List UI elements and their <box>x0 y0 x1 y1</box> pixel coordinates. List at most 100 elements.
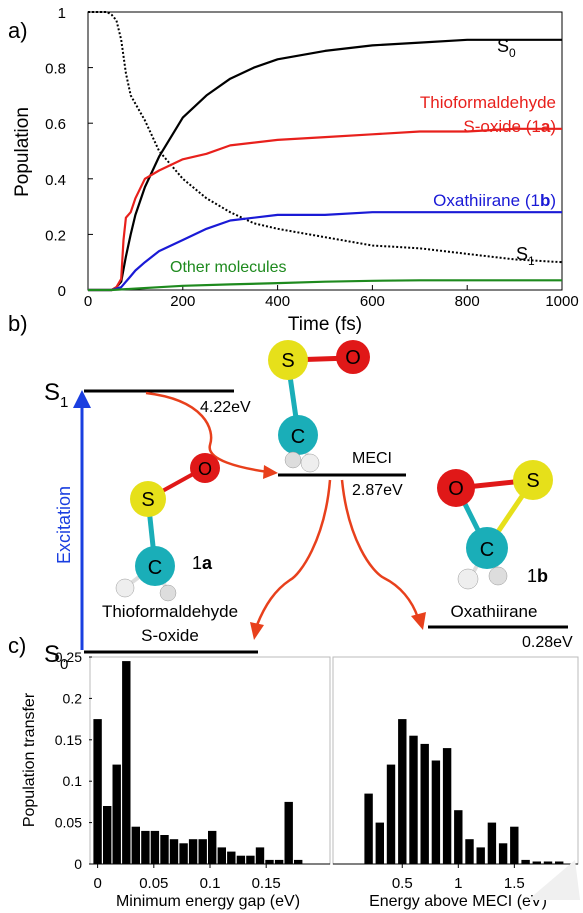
svg-text:O: O <box>448 478 464 500</box>
energy-diagram: S1 S0 4.22eV MECI 2.87eV 0.28eV Excitati… <box>44 340 573 673</box>
x-tick-label: 0.1 <box>200 875 221 892</box>
sulfur-atom <box>513 460 553 500</box>
y-tick-label: 0.25 <box>55 649 82 665</box>
histogram-bar <box>487 822 497 864</box>
series-label-oxathiirane: Oxathiirane (1b) <box>433 191 556 210</box>
histogram-panels: 0 0.05 0.1 0.15 0.2 0.25 0 0.05 0.1 0.15 0.5 1 1.5… <box>21 649 580 910</box>
x-axis-label: Time (fs) <box>288 314 362 335</box>
histogram-bar <box>169 839 179 864</box>
x-tick-label: 200 <box>170 293 195 310</box>
histogram-bar <box>465 839 474 864</box>
watermark-shape <box>528 860 580 900</box>
svg-text:C: C <box>291 426 305 448</box>
histogram-bar <box>93 719 102 864</box>
histogram-bar <box>476 847 485 864</box>
histogram-bar <box>188 839 198 864</box>
series-label-other: Other molecules <box>170 259 287 276</box>
carbon-atom <box>466 527 508 569</box>
s0-label: S0 <box>44 641 68 673</box>
hydrogen-atom <box>284 451 302 469</box>
histogram-bar <box>409 735 418 864</box>
histogram-bar <box>255 847 265 864</box>
histogram-bar <box>386 764 396 864</box>
x-tick-label: 0.15 <box>252 875 281 892</box>
histogram-bar <box>198 839 207 864</box>
relaxation-arrow <box>145 391 269 474</box>
histogram-bar <box>246 855 255 864</box>
histogram-bar <box>150 830 160 864</box>
carbon-atom <box>135 546 175 586</box>
sulfur-atom <box>268 340 308 380</box>
thioformaldehyde-name-1: Thioformaldehyde <box>102 602 238 621</box>
hydrogen-atom <box>300 453 320 473</box>
svg-text:O: O <box>198 459 212 479</box>
histogram-bar <box>112 764 121 864</box>
histogram-bar <box>454 810 463 864</box>
histogram-bar <box>103 806 112 864</box>
svg-text:S: S <box>141 489 154 511</box>
carbon-atom <box>278 415 318 455</box>
histogram-bar <box>398 719 407 864</box>
histogram-bar <box>274 859 284 864</box>
histogram-bar <box>555 861 564 864</box>
svg-text:C: C <box>148 557 162 579</box>
x-tick-label: 0.05 <box>139 875 168 892</box>
histogram-bar <box>265 859 274 864</box>
x-tick-label: 1000 <box>545 293 578 310</box>
histogram-bar <box>442 748 452 864</box>
x-tick-label: 800 <box>455 293 480 310</box>
histogram-bar <box>227 851 236 864</box>
svg-text:O: O <box>345 347 361 369</box>
histogram-bar <box>141 830 150 864</box>
x-tick-label: 1.5 <box>504 875 525 892</box>
oxathiirane-energy: 0.28eV <box>522 634 573 651</box>
histogram-bar <box>364 793 373 864</box>
y-tick-label: 0.2 <box>45 227 66 244</box>
histogram-bar <box>122 661 131 864</box>
excitation-label: Excitation <box>54 486 74 564</box>
c-right-x-axis-label: Energy above MECI (eV) <box>369 893 547 910</box>
c-y-axis-label: Population transfer <box>21 692 38 827</box>
y-tick-label: 0.6 <box>45 116 66 133</box>
series-line-other <box>88 279 562 292</box>
y-axis-label: Population <box>12 107 33 197</box>
y-tick-label: 0.15 <box>55 732 82 748</box>
series-label-thioformaldehyde-2: S-oxide (1a) <box>463 117 556 136</box>
histogram-bar <box>543 861 553 864</box>
y-tick-label: 0 <box>74 856 82 872</box>
y-tick-label: 0.8 <box>45 61 66 78</box>
y-tick-label: 0.1 <box>63 773 83 789</box>
histogram-bar <box>131 826 140 864</box>
panel-label-c: c) <box>8 633 26 658</box>
y-tick-label: 0.2 <box>63 690 83 706</box>
compound-label-1a: 1a <box>192 553 213 573</box>
meci-label: MECI <box>352 450 392 467</box>
histogram-bar <box>532 861 541 864</box>
histogram-bar <box>208 830 217 864</box>
histogram-bar <box>510 826 519 864</box>
x-tick-label: 400 <box>265 293 290 310</box>
excitation-arrowhead <box>73 390 91 408</box>
hydrogen-atom <box>457 568 479 590</box>
y-tick-label: 0.4 <box>45 172 66 189</box>
series-label-s1: S1 <box>516 244 535 268</box>
x-tick-label: 0 <box>93 875 101 892</box>
histogram-bar <box>420 743 429 864</box>
thioformaldehyde-name-2: S-oxide <box>141 626 199 645</box>
meci-energy: 2.87eV <box>352 482 403 499</box>
series-line-oxathiirane <box>88 211 562 292</box>
histogram-bar <box>498 843 508 864</box>
oxygen-atom <box>336 340 370 374</box>
series-label-thioformaldehyde: Thioformaldehyde <box>420 93 556 112</box>
histogram-bar <box>521 859 530 864</box>
oxathiirane-name: Oxathiirane <box>451 602 538 621</box>
oxygen-atom <box>437 469 475 507</box>
x-tick-label: 600 <box>360 293 385 310</box>
histogram-bar <box>431 760 441 864</box>
histogram-bar <box>375 822 384 864</box>
histogram-bar <box>217 847 226 864</box>
oxygen-atom <box>190 453 220 483</box>
x-tick-label: 0 <box>84 293 92 310</box>
panel-label-b: b) <box>8 311 28 336</box>
